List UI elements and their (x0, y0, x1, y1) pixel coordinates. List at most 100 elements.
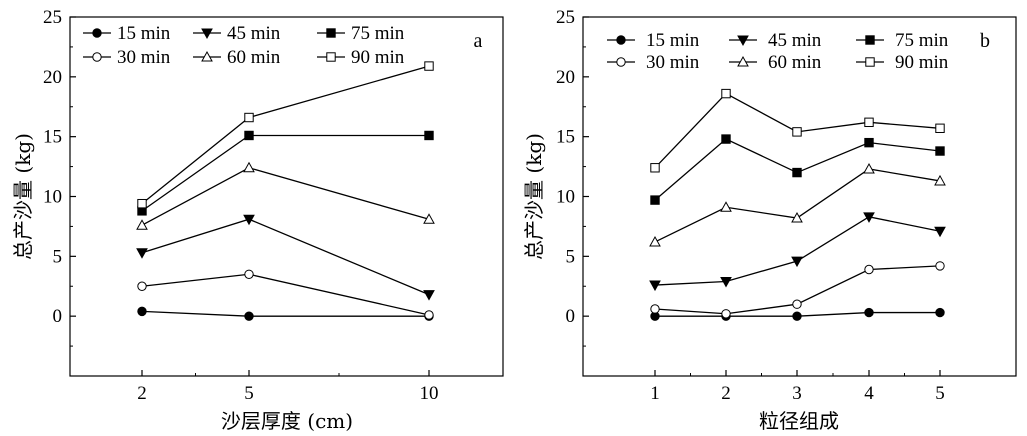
legend-marker (201, 28, 213, 40)
legend-entry: 90 min (856, 52, 949, 73)
data-point (935, 261, 945, 271)
legend-marker (616, 35, 626, 45)
y-tick-label: 5 (53, 246, 63, 267)
x-tick-label: 5 (935, 383, 945, 404)
data-point (243, 161, 255, 173)
data-point (244, 112, 254, 123)
series-90-min (650, 88, 945, 173)
panel-label: a (474, 30, 483, 52)
data-point (864, 307, 874, 318)
legend-marker (326, 28, 336, 38)
data-point (792, 299, 802, 309)
data-point (721, 134, 731, 144)
data-point (649, 235, 661, 247)
legend-marker (737, 55, 749, 67)
series-15-min (137, 306, 434, 321)
data-point (934, 174, 946, 186)
series-75-min (137, 130, 434, 216)
y-tick-label: 10 (556, 187, 575, 208)
data-point (137, 281, 147, 291)
data-point (791, 256, 803, 268)
data-point (244, 269, 254, 279)
data-point (863, 162, 875, 174)
legend-label: 15 min (117, 23, 171, 44)
data-point (935, 146, 945, 156)
legend-label: 45 min (768, 30, 822, 51)
legend-label: 30 min (117, 47, 171, 68)
legend-entry: 60 min (193, 47, 281, 68)
data-point (243, 214, 255, 226)
legend-entry: 30 min (83, 47, 171, 68)
legend-marker (865, 57, 875, 67)
data-point (649, 280, 661, 292)
data-point (720, 276, 732, 288)
series-15-min (650, 307, 945, 321)
x-tick-label: 10 (420, 383, 439, 404)
data-point (244, 130, 254, 141)
data-point (720, 201, 732, 212)
series-60-min (136, 161, 435, 230)
data-point (864, 137, 874, 148)
data-point (423, 290, 435, 301)
data-point (721, 88, 731, 99)
y-tick-label: 20 (43, 67, 62, 88)
series-line (141, 134, 429, 212)
x-axis-label: 粒径组成 (759, 409, 839, 433)
y-tick-label: 10 (43, 187, 62, 208)
series-45-min (136, 214, 435, 301)
series-line (141, 310, 429, 317)
series-30-min (650, 261, 945, 319)
data-point (650, 163, 660, 173)
x-tick-label: 2 (137, 383, 147, 404)
y-axis-label: 总产沙量 (kg) (522, 133, 546, 260)
legend-marker (865, 35, 875, 45)
legend-label: 90 min (351, 47, 405, 68)
legend: 15 min 30 min 45 min 60 min 75 min 90 min (83, 23, 405, 68)
series-75-min (650, 134, 945, 205)
data-point (791, 212, 803, 223)
x-tick-label: 2 (721, 383, 731, 404)
series-30-min (137, 269, 434, 320)
legend-marker (616, 57, 626, 67)
legend-entry: 30 min (607, 52, 700, 73)
legend-label: 90 min (895, 52, 949, 73)
x-axis-label: 沙层厚度 (cm) (221, 409, 353, 433)
y-axis-label: 总产沙量 (kg) (11, 133, 35, 260)
data-point (792, 167, 802, 178)
data-point (864, 264, 874, 275)
y-tick-label: 20 (556, 67, 575, 88)
legend-entry: 45 min (729, 30, 822, 51)
x-tick-label: 5 (244, 383, 254, 404)
plot-frame (69, 16, 504, 377)
data-point (934, 226, 946, 238)
legend-label: 60 min (768, 52, 822, 73)
y-tick-label: 15 (43, 127, 62, 148)
series-60-min (649, 162, 946, 247)
y-tick-label: 0 (53, 306, 63, 327)
data-point (424, 61, 434, 71)
legend-label: 75 min (895, 30, 949, 51)
data-point (424, 310, 434, 320)
data-point (935, 307, 945, 318)
x-tick-label: 4 (864, 383, 874, 404)
data-point (792, 127, 802, 137)
legend-entry: 45 min (193, 23, 281, 44)
data-point (137, 306, 147, 317)
x-tick-label: 3 (792, 383, 802, 404)
legend-marker (201, 50, 213, 62)
data-point (423, 213, 435, 224)
y-tick-label: 25 (43, 7, 62, 28)
legend-label: 75 min (351, 23, 405, 44)
series-90-min (137, 61, 434, 209)
legend-label: 45 min (227, 23, 281, 44)
legend-marker (326, 52, 336, 62)
x-tick-label: 1 (650, 383, 660, 404)
series-45-min (649, 212, 946, 292)
legend-entry: 15 min (607, 30, 700, 51)
series-line (654, 216, 941, 286)
legend-entry: 75 min (317, 23, 405, 44)
legend-marker (92, 28, 102, 38)
